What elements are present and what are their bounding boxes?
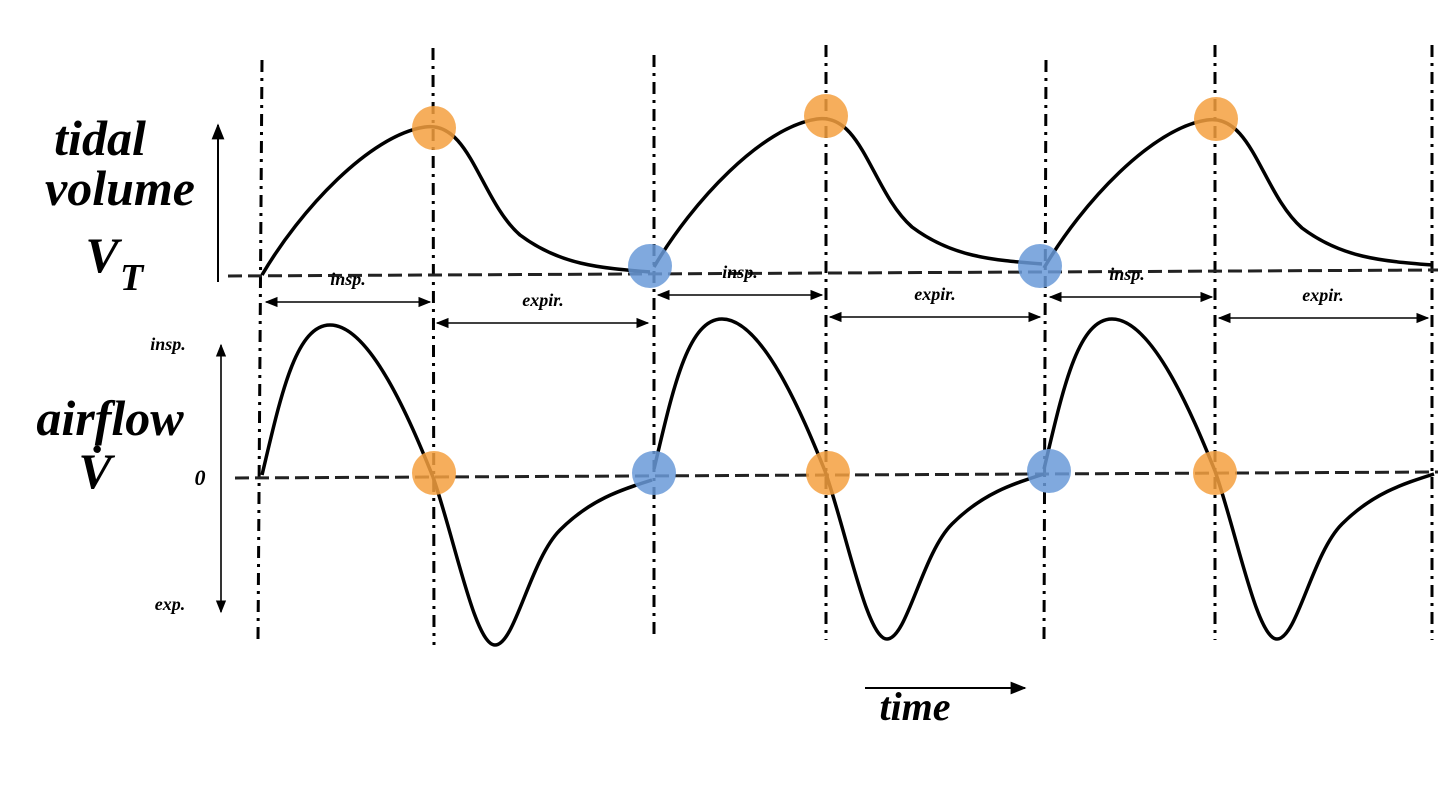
label-vt: V bbox=[85, 227, 122, 283]
flow-insp: insp. bbox=[150, 334, 186, 354]
phase-expir: expir. bbox=[522, 290, 564, 310]
label-volume: volume bbox=[45, 160, 195, 216]
phase-lines bbox=[256, 45, 1434, 646]
flow-exp: exp. bbox=[155, 594, 186, 614]
phase-expir: expir. bbox=[1302, 285, 1344, 305]
phase-insp: insp. bbox=[1109, 264, 1145, 284]
phase-arrows bbox=[264, 289, 1430, 329]
markers bbox=[412, 94, 1238, 495]
label-vt-sub: T bbox=[120, 257, 145, 299]
label-time: time bbox=[879, 684, 950, 729]
volume-curves bbox=[260, 117, 1433, 276]
phase-expir: expir. bbox=[914, 284, 956, 304]
label-zero: 0 bbox=[195, 465, 206, 490]
phase-insp: insp. bbox=[722, 262, 758, 282]
volume-baseline bbox=[227, 268, 1438, 278]
flow-curves bbox=[260, 317, 1435, 647]
phase-insp: insp. bbox=[330, 269, 366, 289]
label-vdot: V̇ bbox=[78, 443, 115, 499]
label-airflow: airflow bbox=[36, 390, 184, 446]
label-tidal: tidal bbox=[54, 110, 146, 166]
